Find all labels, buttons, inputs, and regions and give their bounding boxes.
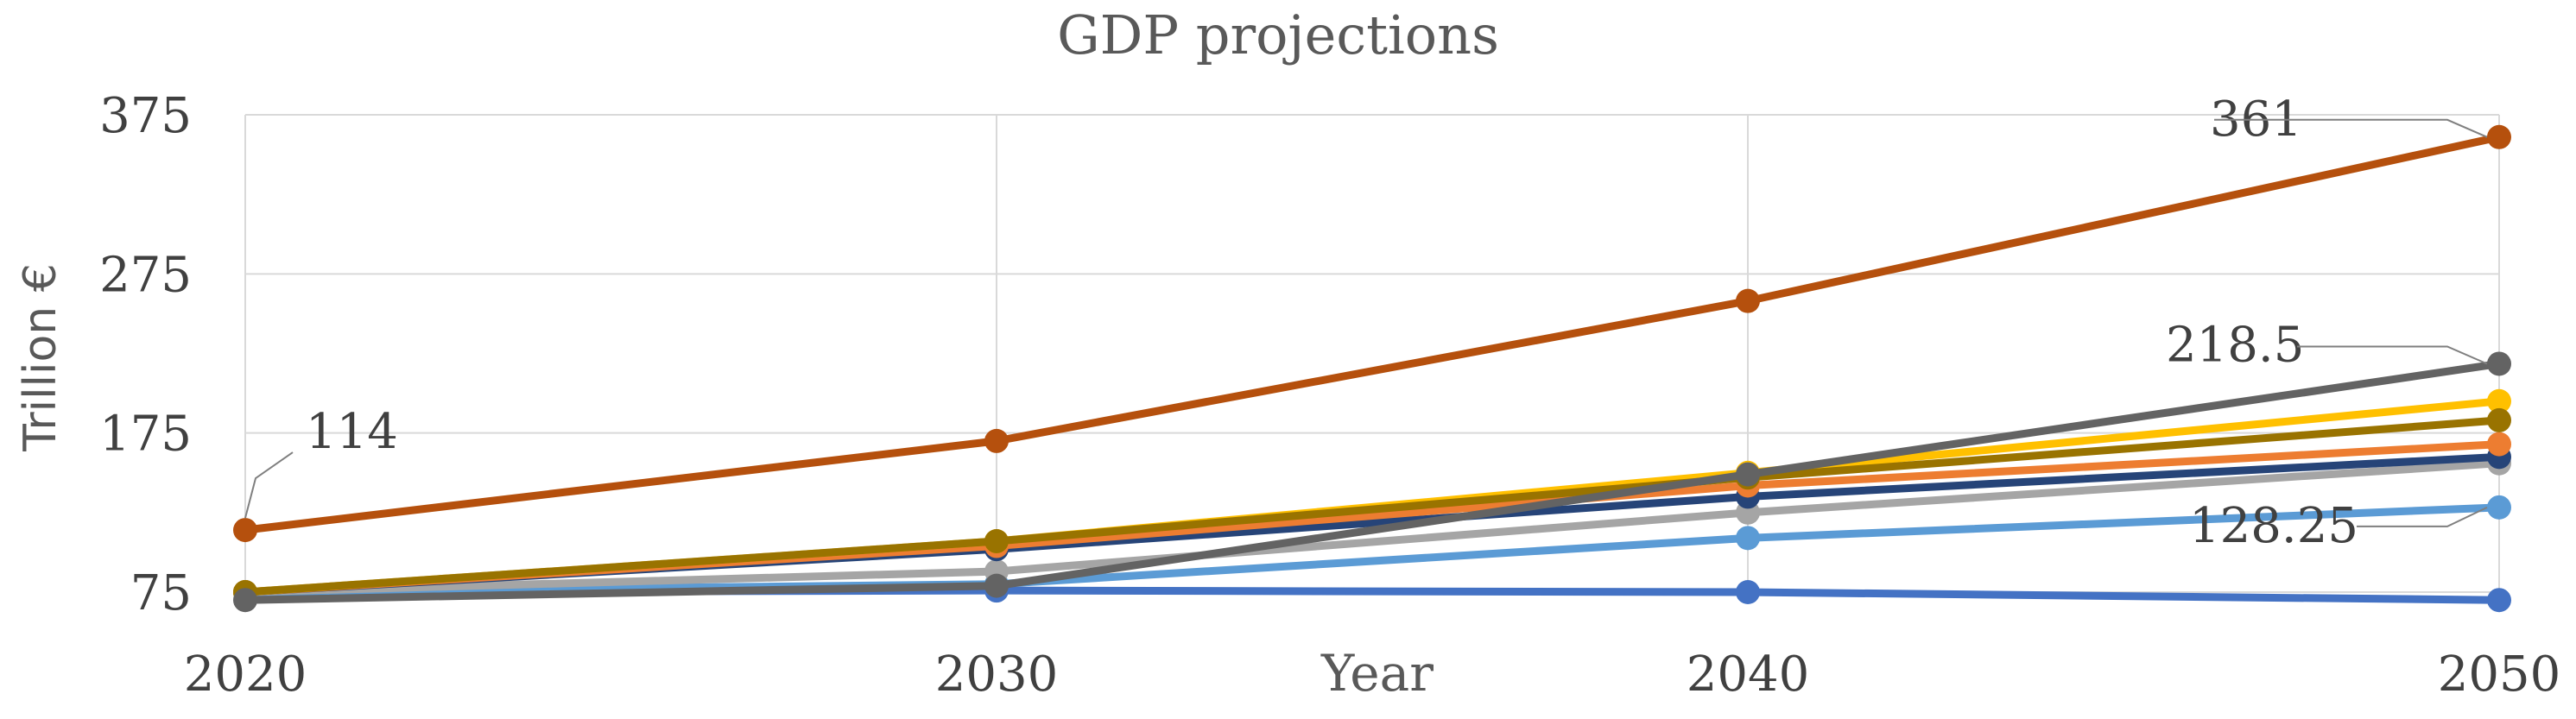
series-group xyxy=(233,124,2511,613)
x-tick-label: 2030 xyxy=(935,646,1059,703)
data-label: 128.25 xyxy=(2189,498,2358,554)
grid xyxy=(244,114,2500,593)
data-point xyxy=(233,588,257,613)
data-label-leader xyxy=(2214,118,2488,138)
data-point xyxy=(984,529,1009,554)
data-point xyxy=(2487,432,2511,457)
data-point xyxy=(1736,462,1760,487)
series-line xyxy=(241,459,2503,596)
data-point xyxy=(2487,407,2511,432)
data-point xyxy=(984,573,1009,598)
y-tick-label: 275 xyxy=(99,247,192,303)
data-point xyxy=(2487,124,2511,149)
data-point xyxy=(1736,288,1760,313)
series-9 xyxy=(233,124,2511,543)
series-8 xyxy=(233,351,2511,613)
data-point xyxy=(2487,495,2511,520)
series-line xyxy=(241,359,2503,604)
data-point xyxy=(984,428,1009,453)
data-point xyxy=(233,518,257,543)
data-point xyxy=(1736,526,1760,551)
y-tick-label: 175 xyxy=(99,407,192,463)
data-label-leader xyxy=(244,451,294,519)
data-label-leader xyxy=(2357,506,2488,527)
x-tick-label: 2020 xyxy=(184,646,307,703)
data-label-leader xyxy=(2297,345,2488,365)
x-axis-label: Year xyxy=(1320,644,1434,703)
y-axis-label: Trillion € xyxy=(15,263,66,452)
data-point xyxy=(2487,588,2511,613)
chart-title: GDP projections xyxy=(1057,3,1499,66)
series-line xyxy=(241,503,2503,596)
axes: 75 175 275 375 2020 2030 2040 2050 xyxy=(99,88,2560,703)
data-point xyxy=(2487,351,2511,376)
data-label: 114 xyxy=(306,404,398,460)
y-tick-label: 75 xyxy=(130,565,192,621)
data-label: 218.5 xyxy=(2166,317,2304,373)
series-line xyxy=(241,133,2503,534)
data-point xyxy=(2487,388,2511,413)
data-point xyxy=(1736,580,1760,604)
series-line xyxy=(241,416,2503,596)
x-tick-label: 2050 xyxy=(2438,646,2561,703)
y-tick-label: 375 xyxy=(99,88,192,144)
x-tick-label: 2040 xyxy=(1687,646,1810,703)
